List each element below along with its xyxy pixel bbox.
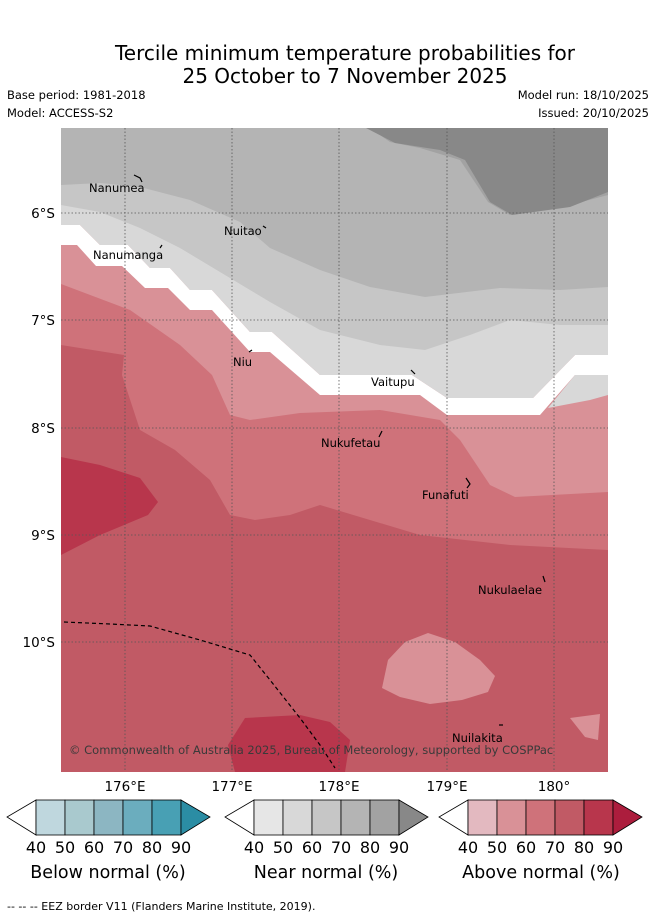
colorbar-above-tick: 50 — [486, 838, 508, 857]
lat-label: 9°S — [31, 528, 55, 544]
colorbar-above-max-arrow — [612, 799, 643, 836]
lon-label: 177°E — [211, 779, 252, 795]
colorbar-near-label: Near normal (%) — [253, 863, 399, 883]
island-labels: Nanumea Nuitao Nanumanga Niu Vaitupu Nuk… — [89, 181, 542, 745]
colorbar-above-tick: 80 — [573, 838, 595, 857]
fill-above-80-south — [228, 715, 350, 772]
colorbar-above-tick: 60 — [515, 838, 537, 857]
base-period: Base period: 1981-2018 — [7, 88, 146, 102]
colorbar-below-swatch — [35, 799, 66, 836]
colorbar-below-label: Below normal (%) — [30, 863, 186, 883]
colorbar-near-swatch — [253, 799, 284, 836]
fill-above-80-west — [61, 457, 158, 555]
colorbar-near-swatch — [311, 799, 342, 836]
island-label-vaitupu: Vaitupu — [371, 375, 415, 389]
island-shape-nukufetau — [378, 430, 383, 438]
model-name: Model: ACCESS-S2 — [7, 106, 114, 120]
colorbar-near-tick: 50 — [272, 838, 294, 857]
title-line-2: 25 October to 7 November 2025 — [182, 64, 508, 88]
island-shapes — [133, 174, 546, 726]
colorbar-below-swatch — [64, 799, 95, 836]
lon-label: 176°E — [104, 779, 145, 795]
colorbar-near-tick: 90 — [388, 838, 410, 857]
colorbar-below-tick: 50 — [54, 838, 76, 857]
eez-footnote: -- -- -- EEZ border V11 (Flanders Marine… — [7, 900, 316, 913]
lon-label: 180° — [538, 779, 571, 795]
island-label-nuilakita: Nuilakita — [452, 731, 503, 745]
eez-border — [63, 621, 336, 769]
colorbar-above-tick: 40 — [457, 838, 479, 857]
fill-white-band — [61, 225, 608, 415]
colorbar-near-tick: 60 — [301, 838, 323, 857]
colorbar-near-min-arrow — [224, 799, 255, 836]
lon-label: 178°E — [318, 779, 359, 795]
gridlines — [61, 128, 608, 772]
colorbar-above-swatch — [554, 799, 585, 836]
island-label-funafuti: Funafuti — [422, 488, 469, 502]
colorbar-near-max-arrow — [398, 799, 429, 836]
lat-axis-labels: 6°S 7°S 8°S 9°S 10°S — [23, 206, 56, 651]
colorbar-above-swatch — [496, 799, 527, 836]
copyright-notice: © Commonwealth of Australia 2025, Bureau… — [69, 743, 553, 757]
colorbar-near-swatch — [340, 799, 371, 836]
island-label-nuitao: Nuitao — [224, 224, 262, 238]
colorbar-near-tick: 80 — [359, 838, 381, 857]
island-label-nukufetau: Nukufetau — [321, 436, 380, 450]
colorbar-below-tick: 60 — [83, 838, 105, 857]
fill-near-80 — [366, 128, 608, 215]
colorbar-above-swatch — [467, 799, 498, 836]
colorbar-below-tick: 80 — [141, 838, 163, 857]
island-label-nanumea: Nanumea — [89, 181, 145, 195]
island-shape-nuitao — [262, 225, 267, 229]
colorbar-below-swatch — [151, 799, 182, 836]
colorbar-near-swatch — [282, 799, 313, 836]
island-shape-nukulaelae — [542, 575, 546, 583]
colorbar-below-swatch — [122, 799, 153, 836]
colorbar-above-tick: 70 — [544, 838, 566, 857]
colorbar-near-swatch — [369, 799, 400, 836]
colorbar-below-swatch — [93, 799, 124, 836]
lat-label: 8°S — [31, 421, 55, 437]
lat-label: 10°S — [23, 635, 56, 651]
lon-label: 179°E — [426, 779, 467, 795]
island-shape-nanumea — [133, 174, 143, 183]
lon-axis-labels: 176°E 177°E 178°E 179°E 180° — [104, 779, 570, 795]
colorbar-below-tick: 70 — [112, 838, 134, 857]
colorbar-below — [6, 799, 211, 836]
fill-near-40-east — [548, 375, 608, 408]
colorbar-below-tick: 90 — [170, 838, 192, 857]
contour-fills — [61, 128, 608, 772]
fill-above-50-southeast — [570, 714, 600, 740]
title-line-1: Tercile minimum temperature probabilitie… — [114, 41, 576, 65]
colorbar-above-tick: 90 — [602, 838, 624, 857]
colorbar-below-min-arrow — [6, 799, 37, 836]
colorbar-below-max-arrow — [180, 799, 211, 836]
island-label-nanumanga: Nanumanga — [93, 248, 163, 262]
colorbar-above-label: Above normal (%) — [462, 863, 620, 883]
model-run: Model run: 18/10/2025 — [517, 88, 649, 102]
colorbar-near — [224, 799, 429, 836]
island-label-niu: Niu — [233, 355, 252, 369]
colorbar-above-swatch — [583, 799, 614, 836]
issued-date: Issued: 20/10/2025 — [538, 106, 649, 120]
island-shape-niu — [248, 349, 253, 353]
island-label-nukulaelae: Nukulaelae — [478, 583, 542, 597]
colorbar-above-min-arrow — [438, 799, 469, 836]
fill-above-50-south — [382, 633, 495, 704]
colorbar-above — [438, 799, 643, 836]
lat-label: 6°S — [31, 206, 55, 222]
colorbar-near-tick: 40 — [243, 838, 265, 857]
island-shape-nanumanga — [159, 244, 163, 249]
colorbar-near-tick: 70 — [330, 838, 352, 857]
colorbar-above-swatch — [525, 799, 556, 836]
island-shape-funafuti — [465, 477, 471, 489]
lat-label: 7°S — [31, 313, 55, 329]
colorbar-below-tick: 40 — [25, 838, 47, 857]
island-shape-vaitupu — [410, 369, 416, 375]
